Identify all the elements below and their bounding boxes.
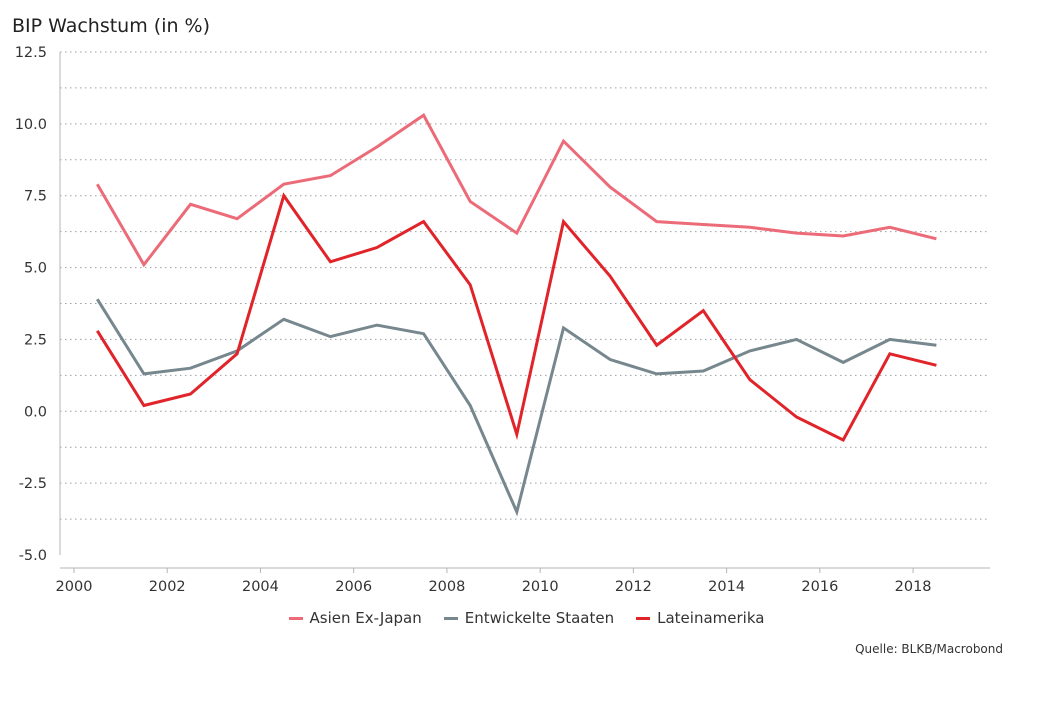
y-tick-label: 7.5 <box>24 189 47 205</box>
y-tick-label: 10.0 <box>15 117 47 133</box>
x-tick-label: 2014 <box>708 579 745 595</box>
x-tick-label: 2000 <box>56 579 93 595</box>
legend-label-entwickelte: Entwickelte Staaten <box>464 609 615 627</box>
x-tick-label: 2008 <box>428 579 465 595</box>
legend-item-entwickelte[interactable]: Entwickelte Staaten <box>443 609 615 627</box>
y-tick-label: 12.5 <box>15 45 47 61</box>
y-tick-label: 5.0 <box>24 261 47 277</box>
series-lines <box>96 113 937 517</box>
legend-item-asien[interactable]: Asien Ex-Japan <box>288 609 422 627</box>
axes: 12.5 10.0 7.5 5.0 2.5 0.0 -2.5 -5.0 2000 2002 2004… <box>15 45 990 595</box>
y-tick-label: 0.0 <box>24 404 47 420</box>
x-tick-label: 2010 <box>522 579 559 595</box>
series-line-2 <box>96 192 937 442</box>
x-tick-label: 2006 <box>335 579 372 595</box>
x-tick-label: 2002 <box>149 579 186 595</box>
source-note: Quelle: BLKB/Macrobond <box>855 642 1003 656</box>
legend: Asien Ex-Japan Entwickelte Staaten Latei… <box>0 609 1053 627</box>
x-tick-label: 2012 <box>615 579 652 595</box>
legend-item-latein[interactable]: Lateinamerika <box>636 609 764 627</box>
legend-swatch-asien <box>288 616 303 620</box>
x-tick-label: 2004 <box>242 579 279 595</box>
y-tick-label: 2.5 <box>24 332 47 348</box>
series-line-1 <box>96 298 937 517</box>
legend-label-latein: Lateinamerika <box>657 609 765 627</box>
y-tick-label: -5.0 <box>19 548 47 564</box>
grid-lines <box>60 51 990 520</box>
legend-swatch-latein <box>636 616 651 620</box>
series-line-0 <box>96 113 937 268</box>
chart-title: BIP Wachstum (in %) <box>12 15 210 37</box>
x-tick-label: 2018 <box>895 579 932 595</box>
x-tick-label: 2016 <box>801 579 838 595</box>
y-tick-label: -2.5 <box>19 476 47 492</box>
legend-label-asien: Asien Ex-Japan <box>309 609 422 627</box>
legend-swatch-entwickelte <box>443 616 458 620</box>
